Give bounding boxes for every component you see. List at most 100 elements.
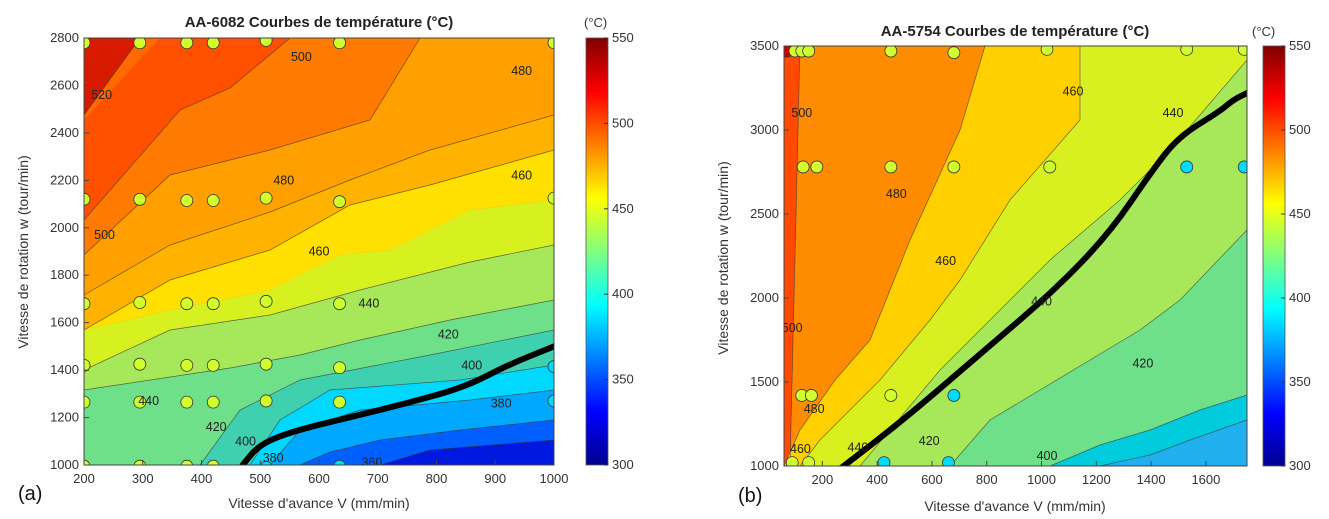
- contour-label: 520: [91, 88, 112, 102]
- contour-fill-a: 520 500 480 500 480 460 460 440 440 420 400 380 420 4…: [84, 38, 554, 465]
- x-tick-label: 700: [367, 471, 389, 486]
- data-point: [84, 358, 91, 372]
- y-ticks-b: 1000 1500 2000 2500 3000 3500: [750, 38, 789, 473]
- data-point: [84, 297, 91, 311]
- contour-label: 460: [511, 169, 532, 183]
- data-point: [206, 38, 220, 50]
- y-tick-label: 2800: [50, 30, 79, 45]
- data-point: [84, 459, 91, 465]
- contour-label: 420: [1132, 357, 1153, 371]
- data-point: [884, 389, 898, 402]
- data-point: [206, 358, 220, 372]
- y-axis-label-b: Vitesse de rotation w (tour/min): [715, 161, 731, 355]
- data-point: [1237, 160, 1247, 174]
- y-tick-label: 1200: [50, 410, 79, 425]
- data-point: [1237, 46, 1247, 56]
- x-tick-label: 1200: [1082, 472, 1111, 487]
- colorbar-ticks-a: 300 350 400 450 500 550: [604, 30, 634, 472]
- threshold-curve-b: [839, 90, 1247, 466]
- data-point: [785, 456, 799, 466]
- colorbar-tick-label: 400: [612, 286, 634, 301]
- contour-label: 460: [790, 442, 811, 456]
- data-points-b: [784, 46, 1247, 466]
- y-tick-label: 2600: [50, 77, 79, 92]
- x-tick-label: 500: [249, 471, 271, 486]
- data-point: [547, 191, 554, 205]
- y-axis-label-a: Vitesse de rotation w (tour/min): [15, 155, 31, 349]
- panel-label-b: (b): [738, 485, 762, 507]
- data-point: [133, 38, 147, 50]
- x-tick-label: 1000: [540, 471, 569, 486]
- data-point: [259, 38, 273, 47]
- data-point: [547, 38, 554, 50]
- data-point: [180, 297, 194, 311]
- threshold-curve-a: [239, 343, 554, 465]
- contour-label: 440: [1031, 294, 1052, 308]
- data-point: [259, 191, 273, 205]
- x-tick-label: 900: [484, 471, 506, 486]
- colorbar-tick-label: 500: [612, 115, 634, 130]
- chart-title-b: AA-5754 Courbes de température (°C): [881, 23, 1150, 40]
- data-point: [180, 395, 194, 409]
- data-point: [333, 361, 346, 375]
- panel-label-a: (a): [18, 483, 42, 505]
- contour-label: 460: [935, 254, 956, 268]
- data-point: [884, 160, 898, 174]
- data-point: [133, 296, 147, 309]
- colorbar-tick-label: 400: [1289, 290, 1311, 305]
- data-point: [941, 456, 955, 466]
- contour-label: 480: [886, 187, 907, 201]
- data-point: [133, 395, 147, 409]
- data-point: [1180, 46, 1194, 56]
- data-point: [802, 46, 816, 58]
- contour-label: 400: [1037, 449, 1058, 463]
- chart-title-a: AA-6082 Courbes de température (°C): [185, 14, 454, 31]
- data-point: [206, 297, 220, 311]
- colorbar-tick-label: 450: [612, 201, 634, 216]
- data-point: [259, 357, 273, 371]
- contour-label: 420: [919, 434, 940, 448]
- contour-label: 440: [1163, 106, 1184, 120]
- x-axis-label-a: Vitesse d'avance V (mm/min): [228, 495, 409, 511]
- y-tick-label: 2000: [50, 220, 79, 235]
- data-point: [810, 160, 824, 174]
- data-point: [180, 194, 194, 207]
- data-point: [260, 460, 273, 465]
- data-point: [884, 46, 898, 58]
- x-axis-label-b: Vitesse d'avance V (mm/min): [924, 498, 1105, 514]
- data-point: [1040, 46, 1054, 56]
- y-tick-label: 2200: [50, 172, 79, 187]
- colorbar-label-b: (°C): [1252, 24, 1275, 39]
- contour-fill-b: 500 500 480 460 460 440 440 480 460 440 420 420 400: [784, 46, 1247, 466]
- contour-label: 480: [511, 64, 532, 78]
- data-point: [206, 395, 220, 409]
- x-tick-label: 800: [976, 472, 998, 487]
- x-tick-label: 1600: [1191, 472, 1220, 487]
- colorbar-tick-label: 350: [1289, 374, 1311, 389]
- data-point: [84, 395, 91, 409]
- contour-label: 500: [94, 228, 115, 242]
- data-point: [133, 357, 147, 371]
- contour-label: 420: [206, 420, 227, 434]
- colorbar-a: [585, 37, 609, 466]
- data-point: [133, 192, 147, 206]
- y-tick-label: 3500: [750, 38, 779, 53]
- contour-label: 460: [309, 245, 330, 259]
- y-tick-label: 1000: [750, 458, 779, 473]
- x-tick-label: 200: [812, 472, 834, 487]
- data-point: [547, 394, 554, 408]
- data-point: [802, 456, 816, 466]
- x-tick-label: 800: [426, 471, 448, 486]
- contour-label: 460: [1063, 84, 1084, 98]
- contour-label: 480: [273, 173, 294, 187]
- contour-label: 440: [359, 297, 380, 311]
- data-point: [877, 456, 891, 466]
- y-tick-label: 2500: [750, 206, 779, 221]
- x-tick-label: 400: [866, 472, 888, 487]
- data-point: [84, 192, 91, 206]
- x-tick-label: 600: [308, 471, 330, 486]
- x-tick-label: 300: [132, 471, 154, 486]
- y-tick-label: 1500: [750, 374, 779, 389]
- data-point: [333, 38, 346, 50]
- contour-label: 400: [461, 358, 482, 372]
